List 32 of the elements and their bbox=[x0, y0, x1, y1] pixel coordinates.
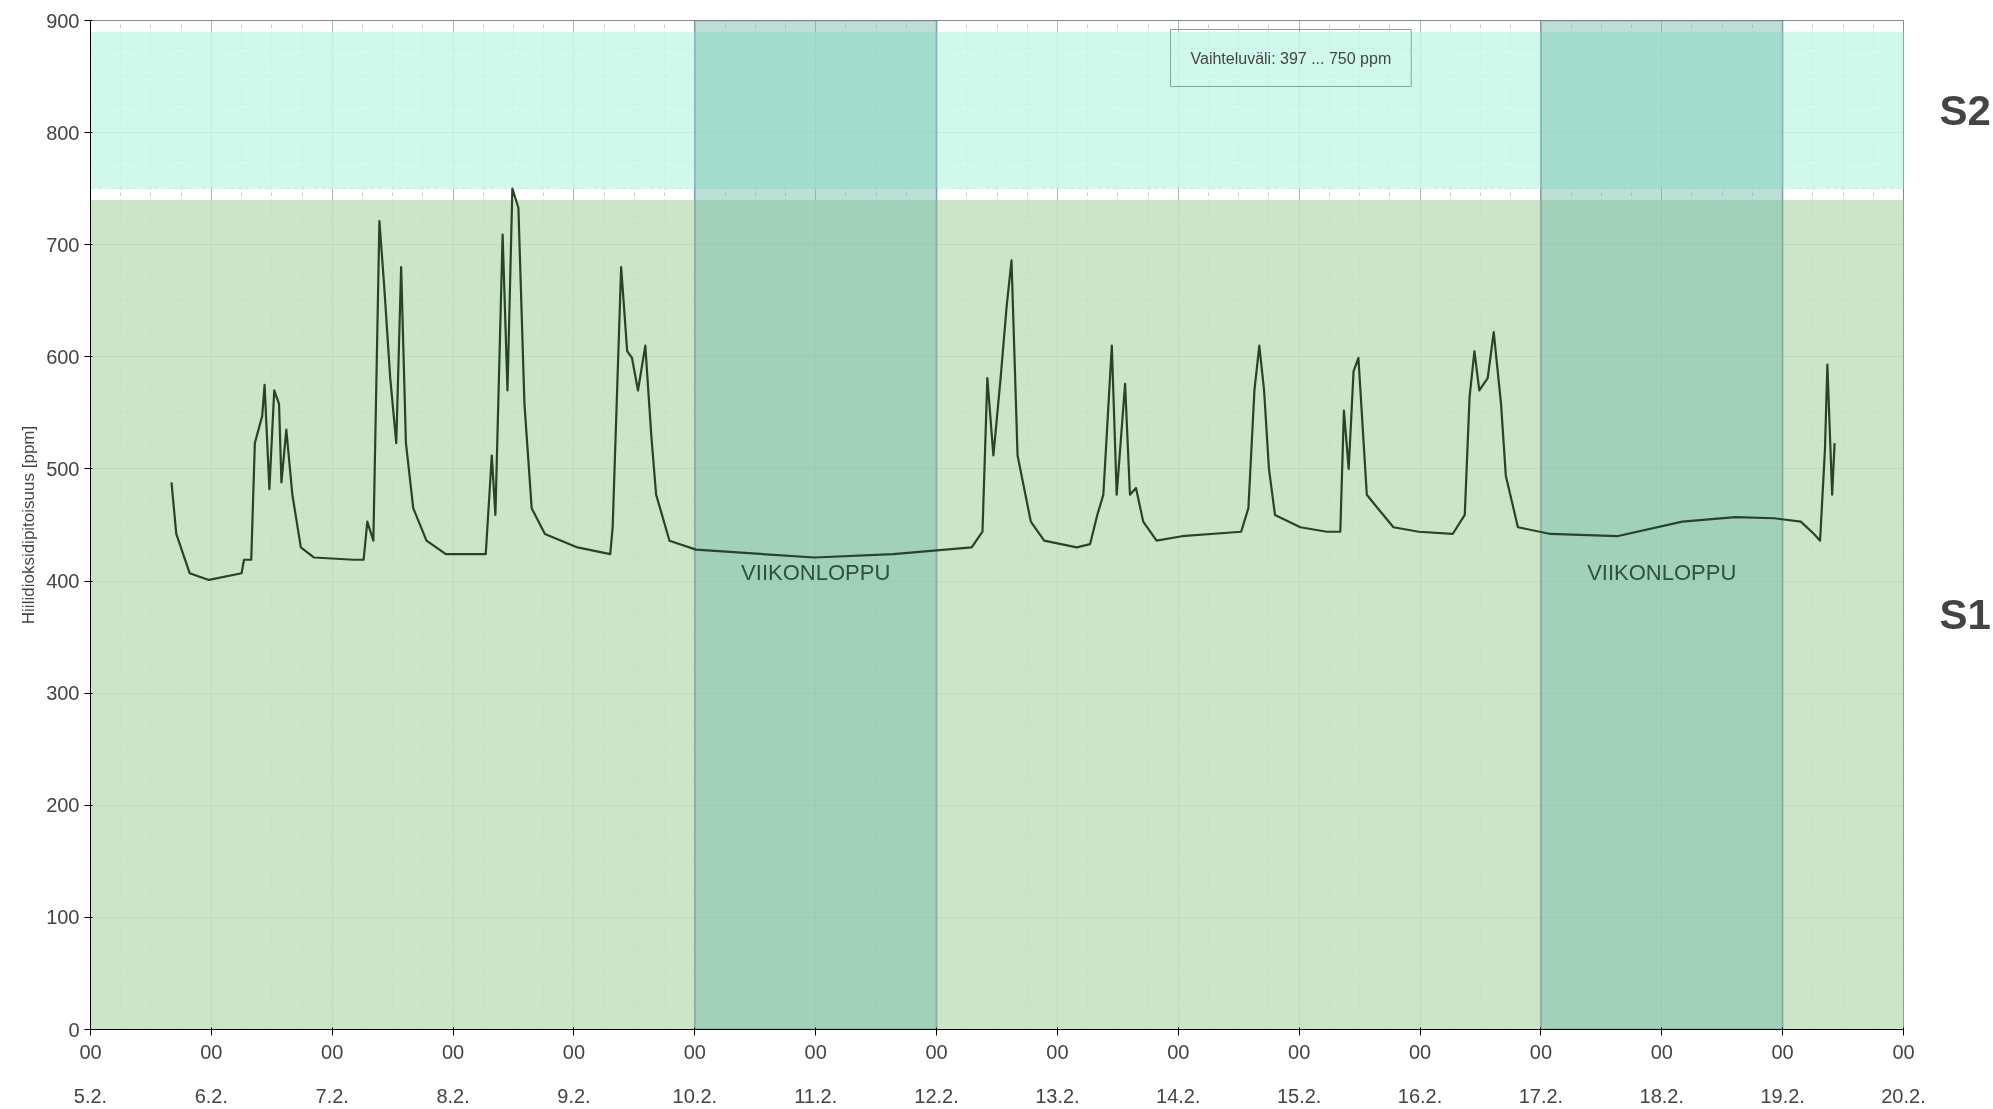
y-tick-label: 100 bbox=[46, 906, 80, 929]
band-label: VIIKONLOPPU bbox=[1587, 560, 1737, 586]
x-tick-label: 00 8.2. bbox=[436, 1040, 470, 1107]
y-tick-label: 700 bbox=[46, 233, 80, 256]
x-tick-label: 00 10.2. bbox=[672, 1040, 718, 1107]
y-tick-label: 900 bbox=[46, 9, 80, 32]
x-tick-label: 00 13.2. bbox=[1035, 1040, 1080, 1107]
y-tick-label: 300 bbox=[46, 682, 80, 705]
y-axis-title: Hiilidioksidipitoisuus [ppm] bbox=[19, 425, 39, 625]
band-label: S2 bbox=[1939, 86, 1991, 134]
band-label: VIIKONLOPPU bbox=[741, 560, 891, 586]
x-tick-label: 00 7.2. bbox=[315, 1040, 349, 1107]
y-tick-label: 800 bbox=[46, 121, 80, 144]
x-tick-label: 00 18.2. bbox=[1639, 1040, 1685, 1107]
y-tick-label: 400 bbox=[46, 570, 80, 593]
x-tick-label: 00 11.2. bbox=[794, 1040, 838, 1107]
x-tick-label: 00 20.2. bbox=[1881, 1040, 1926, 1107]
y-tick-label: 200 bbox=[46, 794, 80, 817]
y-tick-label: 600 bbox=[46, 345, 80, 368]
x-tick-label: 00 5.2. bbox=[73, 1040, 108, 1107]
y-tick-label: 0 bbox=[68, 1018, 80, 1041]
x-tick-label: 00 9.2. bbox=[557, 1040, 591, 1107]
annotation: Vaihteluväli: 397 ... 750 ppm bbox=[1190, 49, 1392, 67]
x-tick-label: 00 17.2. bbox=[1518, 1040, 1564, 1107]
x-tick-label: 00 15.2. bbox=[1276, 1040, 1322, 1107]
x-tick-label: 00 19.2. bbox=[1760, 1040, 1805, 1107]
y-tick-label: 500 bbox=[46, 457, 80, 480]
x-tick-label: 00 14.2. bbox=[1156, 1040, 1201, 1107]
x-tick-label: 00 16.2. bbox=[1397, 1040, 1443, 1107]
x-tick-label: 00 12.2. bbox=[914, 1040, 959, 1107]
band-label: S1 bbox=[1939, 591, 1991, 639]
x-tick-label: 00 6.2. bbox=[194, 1040, 229, 1107]
